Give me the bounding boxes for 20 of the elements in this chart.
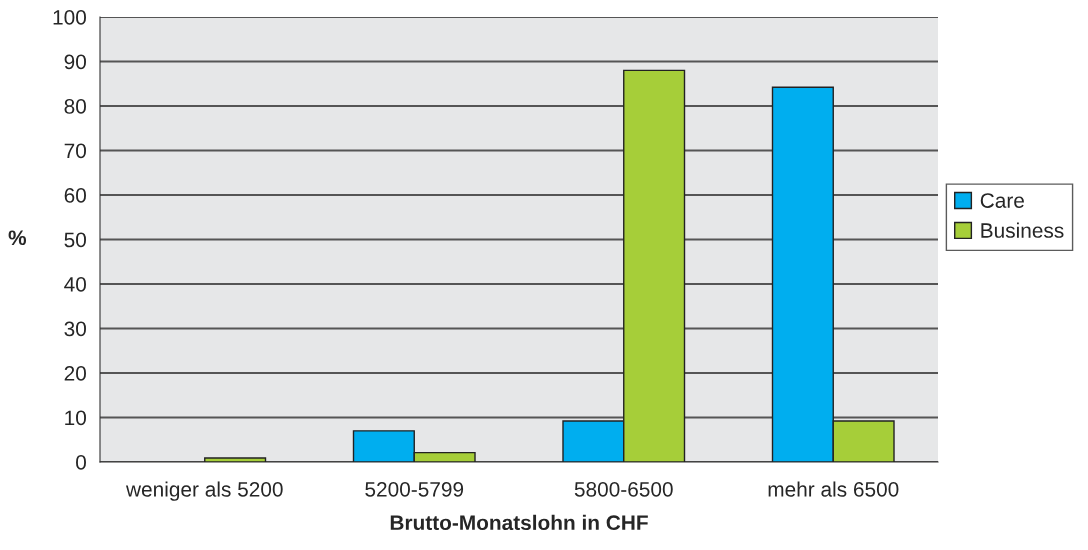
x-tick-label: 5200-5799 bbox=[365, 481, 464, 497]
bar bbox=[204, 457, 267, 462]
x-tick-label: weniger als 5200 bbox=[125, 481, 283, 501]
y-tick-label: 80 bbox=[64, 99, 86, 114]
y-tick-label: 0 bbox=[76, 455, 86, 470]
y-tick-label: 90 bbox=[64, 54, 86, 70]
y-tick-label: 40 bbox=[64, 277, 86, 292]
y-axis-title: % bbox=[8, 230, 27, 246]
x-axis-title: Brutto-Monatslohn in CHF bbox=[390, 514, 648, 531]
y-tick-label: 70 bbox=[64, 143, 86, 159]
y-tick-label: 10 bbox=[65, 410, 86, 426]
x-tick-label: mehr als 6500 bbox=[768, 481, 899, 497]
x-tick-label: 5800-6500 bbox=[574, 481, 673, 497]
legend-label: Business bbox=[981, 222, 1064, 238]
y-tick-label: 50 bbox=[64, 232, 86, 248]
y-tick-label: 60 bbox=[64, 188, 86, 203]
y-tick-label: 30 bbox=[64, 321, 86, 337]
y-tick-label: 100 bbox=[53, 10, 86, 25]
y-tick-label: 20 bbox=[64, 366, 86, 381]
legend-label: Care bbox=[980, 193, 1024, 208]
